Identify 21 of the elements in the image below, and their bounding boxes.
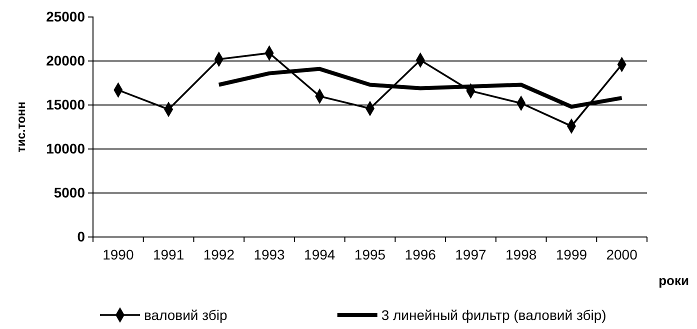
x-tick-label: 1996	[404, 246, 436, 263]
legend-label: валовий збір	[144, 307, 228, 323]
y-tick-label: 10000	[46, 140, 86, 156]
x-tick-label: 1992	[203, 246, 235, 263]
legend-label: 3 линейный фильтр (валовий збір)	[381, 307, 606, 323]
y-tick-label: 20000	[46, 52, 86, 68]
x-tick-label: 1999	[556, 246, 588, 263]
x-tick-label: 1990	[102, 246, 134, 263]
x-tick-label: 1994	[304, 246, 336, 263]
x-tick-label: 1997	[455, 246, 487, 263]
y-tick-label: 5000	[54, 184, 86, 200]
x-tick-label: 1993	[254, 246, 286, 263]
y-axis-title: тис.тонн	[14, 102, 28, 152]
x-tick-label: 2000	[606, 246, 638, 263]
y-tick-label: 0	[77, 228, 86, 244]
x-tick-label: 1998	[506, 246, 537, 263]
x-tick-label: 1991	[152, 246, 184, 263]
x-tick-label: 1995	[354, 246, 386, 263]
x-axis-title: роки	[658, 273, 689, 288]
y-tick-label: 25000	[46, 8, 86, 24]
y-tick-label: 15000	[46, 96, 86, 112]
